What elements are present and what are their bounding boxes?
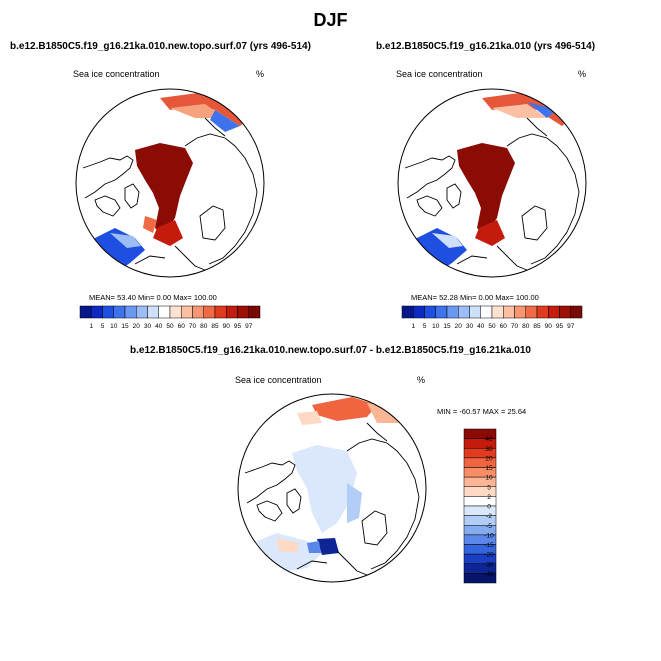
panel-2-colorbar-swatch — [413, 305, 425, 319]
panel-2-colorbar-tick-label: 30 — [466, 323, 474, 330]
diff-colorbar-tick-label: -5 — [486, 523, 492, 530]
panel-1-colorbar-tick-label: 20 — [133, 323, 141, 330]
panel-1-colorbar-swatch — [147, 305, 159, 319]
panel-2-polar-map — [397, 88, 587, 278]
panel-2-colorbar-tick-label: 95 — [556, 323, 564, 330]
diff-colorbar-tick-label: -10 — [484, 532, 494, 539]
diff-colorbar-tick-label: 30 — [485, 446, 493, 453]
panel-2-stats: MEAN= 52.28 Min= 0.00 Max= 100.00 — [411, 293, 539, 302]
diff-colorbar-swatch — [463, 486, 497, 497]
panel-1-colorbar-swatch — [237, 305, 249, 319]
diff-colorbar-tick-label: 0 — [487, 504, 491, 511]
panel-1-colorbar-tick-label: 95 — [234, 323, 242, 330]
diff-units-label: % — [417, 375, 426, 385]
panel-2-colorbar-swatch — [570, 305, 583, 319]
panel-1-colorbar-swatch — [79, 305, 92, 319]
panel-1-colorbar-tick-label: 10 — [110, 323, 118, 330]
panel-2-colorbar-tick-label: 20 — [455, 323, 463, 330]
panel-2-colorbar-swatch — [469, 305, 481, 319]
panel-2-colorbar-tick-label: 60 — [500, 323, 508, 330]
diff-colorbar-tick-label: 40 — [485, 436, 493, 443]
diff-stats: MIN = -60.57 MAX = 25.64 — [437, 407, 527, 416]
panel-2-colorbar-swatch — [514, 305, 526, 319]
diff-colorbar-tick-label: 10 — [485, 475, 493, 482]
diff-colorbar-tick-label: -40 — [484, 571, 494, 578]
panel-1-colorbar-tick-label: 50 — [166, 323, 174, 330]
panel-2-colorbar-swatch — [548, 305, 560, 319]
diff-panel-title: b.e12.B1850C5.f19_g16.21ka.010.new.topo.… — [130, 345, 531, 356]
panel-1-colorbar-tick-label: 1 — [89, 323, 93, 330]
diff-colorbar-tick-label: 20 — [485, 455, 493, 462]
panel-1-colorbar-swatch — [192, 305, 204, 319]
page-title: DJF — [313, 10, 348, 30]
panel-1-colorbar-swatch — [113, 305, 126, 319]
panel-1-colorbar-tick-label: 40 — [155, 323, 163, 330]
panel-2-colorbar-tick-label: 15 — [443, 323, 451, 330]
panel-2-colorbar-swatch — [446, 305, 459, 319]
panel-2-colorbar-swatch — [525, 305, 538, 319]
panel-1-colorbar-tick-label: 90 — [223, 323, 231, 330]
panel-1-colorbar-swatch — [214, 305, 227, 319]
diff-colorbar-tick-label: 2 — [487, 494, 491, 501]
panel-1-polar-map — [75, 88, 265, 278]
panel-2-colorbar-tick-label: 10 — [432, 323, 440, 330]
panel-2-colorbar-tick-label: 80 — [522, 323, 530, 330]
panel-2-colorbar-tick-label: 50 — [488, 323, 496, 330]
panel-1-colorbar-tick-label: 15 — [121, 323, 129, 330]
panel-1-colorbar-swatch — [102, 305, 114, 319]
panel-2-colorbar-tick-label: 85 — [533, 323, 541, 330]
panel-2-units-label: % — [578, 69, 587, 79]
panel-1-colorbar-tick-label: 97 — [245, 323, 253, 330]
panel-2-colorbar-tick-label: 97 — [567, 323, 575, 330]
panel-1-colorbar-swatch — [181, 305, 193, 319]
diff-colorbar-tick-label: -15 — [484, 542, 494, 549]
panel-2-variable-label: Sea ice concentration — [396, 69, 483, 79]
diff-colorbar-tick-label: -30 — [484, 561, 494, 568]
panel-1-colorbar-swatch — [248, 305, 261, 319]
diff-colorbar-tick-label: 15 — [485, 465, 493, 472]
panel-1-colorbar: 1 5 10 15 20 30 40 50 60 70 80 85 90 95 97 — [79, 305, 261, 330]
diff-polar-map — [237, 393, 427, 583]
panel-2-colorbar-swatch — [503, 305, 515, 319]
diff-colorbar-tick-label: -20 — [484, 552, 494, 559]
panel-1-stats: MEAN= 53.40 Min= 0.00 Max= 100.00 — [89, 293, 217, 302]
panel-1-colorbar-tick-label: 85 — [211, 323, 219, 330]
panel-2-colorbar-swatch — [435, 305, 448, 319]
panel-2-colorbar-tick-label: 1 — [411, 323, 415, 330]
panel-2-colorbar-tick-label: 40 — [477, 323, 485, 330]
panel-2-title: b.e12.B1850C5.f19_g16.21ka.010 (yrs 496-… — [376, 41, 596, 52]
panel-1-title: b.e12.B1850C5.f19_g16.21ka.010.new.topo.… — [10, 41, 311, 52]
panel-1-colorbar-swatch — [91, 305, 103, 319]
panel-2-colorbar-tick-label: 5 — [423, 323, 427, 330]
diff-variable-label: Sea ice concentration — [235, 375, 322, 385]
panel-2-colorbar-tick-label: 90 — [545, 323, 553, 330]
panel-1-colorbar-swatch — [226, 305, 238, 319]
diff-colorbar-tick-label: -2 — [486, 513, 492, 520]
diff-colorbar-tick-label: 5 — [487, 484, 491, 491]
panel-1-colorbar-tick-label: 5 — [101, 323, 105, 330]
panel-1-colorbar-swatch — [158, 305, 171, 319]
panel-1-colorbar-swatch — [136, 305, 148, 319]
panel-1-variable-label: Sea ice concentration — [73, 69, 160, 79]
panel-2-colorbar-swatch — [424, 305, 436, 319]
diff-colorbar-swatch — [463, 496, 497, 507]
panel-2-colorbar-swatch — [536, 305, 549, 319]
panel-2-colorbar-swatch — [559, 305, 571, 319]
panel-2-colorbar-swatch — [458, 305, 470, 319]
panel-2-colorbar: 1 5 10 15 20 30 40 50 60 70 80 85 90 95 97 — [401, 305, 583, 330]
panel-2-colorbar-swatch — [401, 305, 414, 319]
panel-1-units-label: % — [256, 69, 265, 79]
panel-1-colorbar-tick-label: 30 — [144, 323, 152, 330]
panel-1-colorbar-tick-label: 70 — [189, 323, 197, 330]
panel-2-colorbar-swatch — [491, 305, 504, 319]
panel-2-colorbar-tick-label: 70 — [511, 323, 519, 330]
panel-2-colorbar-swatch — [480, 305, 493, 319]
panel-1-colorbar-swatch — [169, 305, 182, 319]
panel-1-colorbar-swatch — [203, 305, 216, 319]
diff-colorbar-swatch — [463, 573, 497, 584]
panel-1-colorbar-tick-label: 80 — [200, 323, 208, 330]
panel-1-colorbar-swatch — [124, 305, 137, 319]
panel-1-colorbar-tick-label: 60 — [178, 323, 186, 330]
